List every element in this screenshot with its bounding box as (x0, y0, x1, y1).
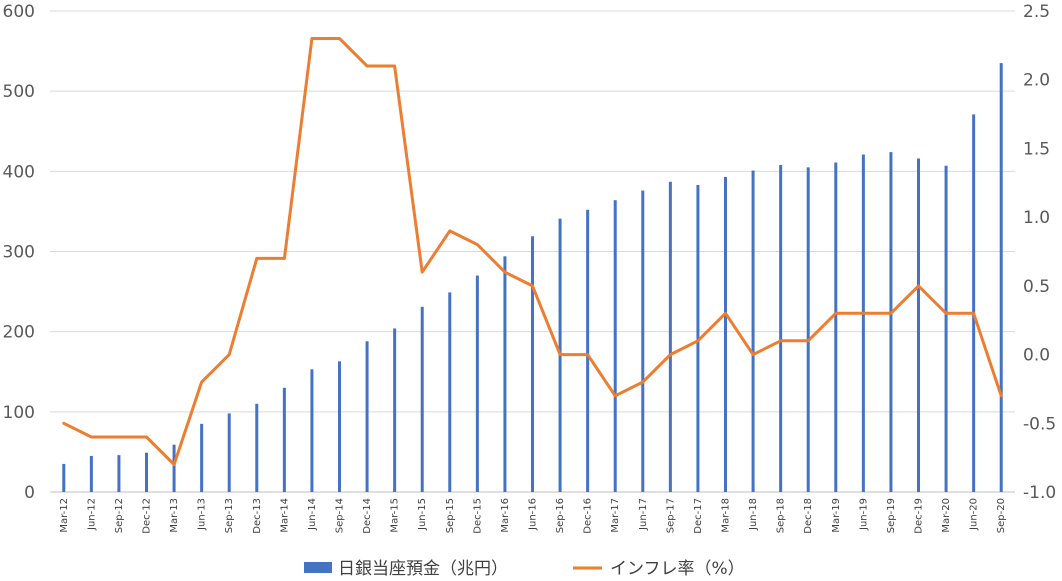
bar (751, 170, 755, 492)
bar (89, 455, 93, 492)
left-tick-label: 600 (3, 2, 35, 22)
left-tick-label: 400 (3, 162, 35, 182)
x-tick-label: Jun-20 (969, 498, 980, 531)
right-axis-ticks: -1.0 -0.5 0.0 0.5 1.0 1.5 2.0 2.5 (1023, 2, 1056, 503)
x-tick-label: Mar-17 (610, 498, 621, 533)
x-tick-label: Jun-13 (197, 498, 208, 531)
x-tick-label: Jun-12 (86, 498, 97, 531)
bar (779, 164, 783, 493)
x-tick-label: Jun-19 (858, 498, 869, 531)
legend: 日銀当座預金（兆円） インフレ率（%） (304, 559, 745, 579)
inflation-line (62, 37, 1003, 466)
line-series (62, 37, 1003, 466)
bar (834, 162, 838, 492)
x-tick-label: Dec-19 (914, 498, 925, 534)
left-tick-label: 0 (24, 483, 35, 503)
legend-label-deposits: 日銀当座預金（兆円） (338, 559, 508, 579)
x-tick-label: Dec-16 (583, 498, 594, 534)
bar (972, 114, 976, 492)
right-tick-label: 2.0 (1023, 71, 1050, 91)
bar (255, 403, 259, 492)
x-tick-label: Sep-13 (224, 498, 235, 533)
x-tick-label: Mar-14 (279, 498, 290, 533)
bar (503, 256, 507, 492)
x-tick-label: Jun-17 (638, 498, 649, 531)
right-tick-label: -0.5 (1023, 414, 1056, 434)
x-tick-label: Dec-18 (803, 498, 814, 534)
x-tick-label: Dec-15 (472, 498, 483, 534)
legend-swatch-deposits (304, 562, 332, 573)
x-tick-label: Jun-15 (417, 498, 428, 531)
x-tick-label: Mar-16 (500, 498, 511, 533)
right-tick-label: 0.0 (1023, 346, 1050, 366)
right-tick-label: 1.0 (1023, 208, 1050, 228)
legend-label-inflation: インフレ率（%） (610, 559, 745, 579)
bar (145, 452, 148, 492)
left-tick-label: 200 (3, 323, 35, 343)
x-tick-label: Jun-14 (307, 498, 318, 531)
bar (172, 444, 176, 492)
left-tick-label: 500 (3, 82, 35, 102)
x-tick-label: Sep-15 (445, 498, 456, 533)
bar (889, 152, 893, 493)
x-tick-label: Dec-13 (252, 498, 263, 534)
bar (861, 154, 865, 492)
bar (668, 181, 672, 492)
x-tick-label: Sep-19 (886, 498, 897, 533)
x-tick-label: Jun-18 (748, 498, 759, 531)
x-tick-label: Dec-12 (142, 498, 153, 534)
bar (586, 209, 590, 492)
bar (613, 200, 617, 492)
x-tick-label: Mar-18 (721, 498, 732, 533)
left-tick-label: 300 (3, 243, 35, 263)
bar (200, 423, 204, 492)
right-tick-label: 1.5 (1023, 139, 1050, 159)
bar (448, 292, 452, 492)
x-tick-label: Sep-12 (114, 498, 125, 533)
bar (365, 341, 369, 492)
bar (117, 455, 121, 492)
right-tick-label: 0.5 (1023, 277, 1050, 297)
x-axis-ticks: Mar-12 Jun-12 Sep-12 Dec-12 Mar-13 Jun-13 Sep-… (59, 498, 1007, 534)
bar (641, 190, 645, 492)
bar (227, 413, 231, 492)
x-tick-label: Sep-20 (996, 498, 1007, 533)
bar (696, 184, 700, 492)
left-axis-ticks: 0 100 200 300 400 500 600 (3, 2, 35, 503)
x-tick-label: Mar-19 (831, 498, 842, 533)
x-tick-label: Mar-20 (941, 498, 952, 533)
bar (806, 167, 810, 492)
x-tick-label: Dec-14 (362, 498, 373, 534)
x-tick-label: Sep-18 (776, 498, 787, 533)
x-tick-label: Mar-15 (390, 498, 401, 533)
x-tick-label: Mar-12 (59, 498, 70, 533)
right-tick-label: -1.0 (1023, 483, 1056, 503)
x-tick-label: Sep-14 (335, 498, 346, 533)
right-tick-label: 2.5 (1023, 2, 1050, 22)
bar (944, 165, 948, 492)
bar-series (62, 63, 1003, 493)
bar (393, 328, 397, 492)
x-tick-label: Mar-13 (169, 498, 180, 533)
x-tick-label: Jun-16 (528, 498, 539, 531)
bar (310, 369, 314, 492)
bar (282, 387, 286, 492)
bar (475, 275, 479, 492)
x-tick-label: Sep-17 (665, 498, 676, 533)
left-tick-label: 100 (3, 403, 35, 423)
bar (338, 361, 341, 492)
bar (999, 63, 1003, 492)
bar (420, 306, 424, 492)
x-tick-label: Sep-16 (555, 498, 566, 533)
bar (62, 463, 66, 492)
bar (917, 158, 920, 493)
bar (531, 236, 534, 492)
x-tick-label: Dec-17 (693, 498, 704, 534)
bar (724, 176, 727, 492)
